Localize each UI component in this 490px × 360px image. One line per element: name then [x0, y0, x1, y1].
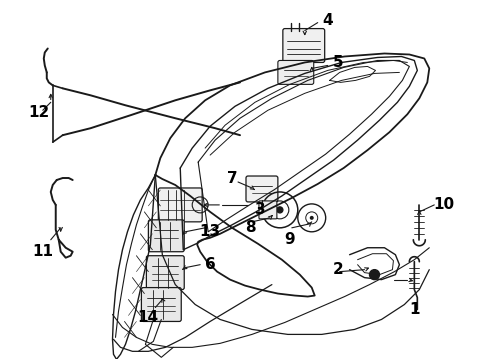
FancyBboxPatch shape: [158, 188, 202, 222]
Text: 14: 14: [138, 310, 159, 325]
Text: 4: 4: [322, 13, 333, 28]
FancyBboxPatch shape: [148, 220, 184, 252]
Text: 1: 1: [409, 302, 419, 317]
Text: 3: 3: [255, 202, 265, 217]
Text: 10: 10: [434, 197, 455, 212]
FancyBboxPatch shape: [147, 256, 184, 289]
FancyBboxPatch shape: [278, 60, 314, 84]
FancyBboxPatch shape: [246, 176, 278, 202]
Text: 2: 2: [332, 262, 343, 277]
Text: 8: 8: [245, 220, 255, 235]
FancyBboxPatch shape: [283, 28, 325, 62]
Text: 6: 6: [205, 257, 216, 272]
Text: 13: 13: [199, 224, 220, 239]
Circle shape: [277, 207, 283, 213]
FancyBboxPatch shape: [259, 201, 277, 219]
Text: 12: 12: [28, 105, 49, 120]
Text: 7: 7: [227, 171, 237, 185]
Circle shape: [369, 270, 379, 280]
Text: 9: 9: [285, 232, 295, 247]
Text: 11: 11: [32, 244, 53, 259]
FancyBboxPatch shape: [142, 288, 181, 321]
Text: 5: 5: [332, 55, 343, 70]
Circle shape: [310, 216, 314, 220]
